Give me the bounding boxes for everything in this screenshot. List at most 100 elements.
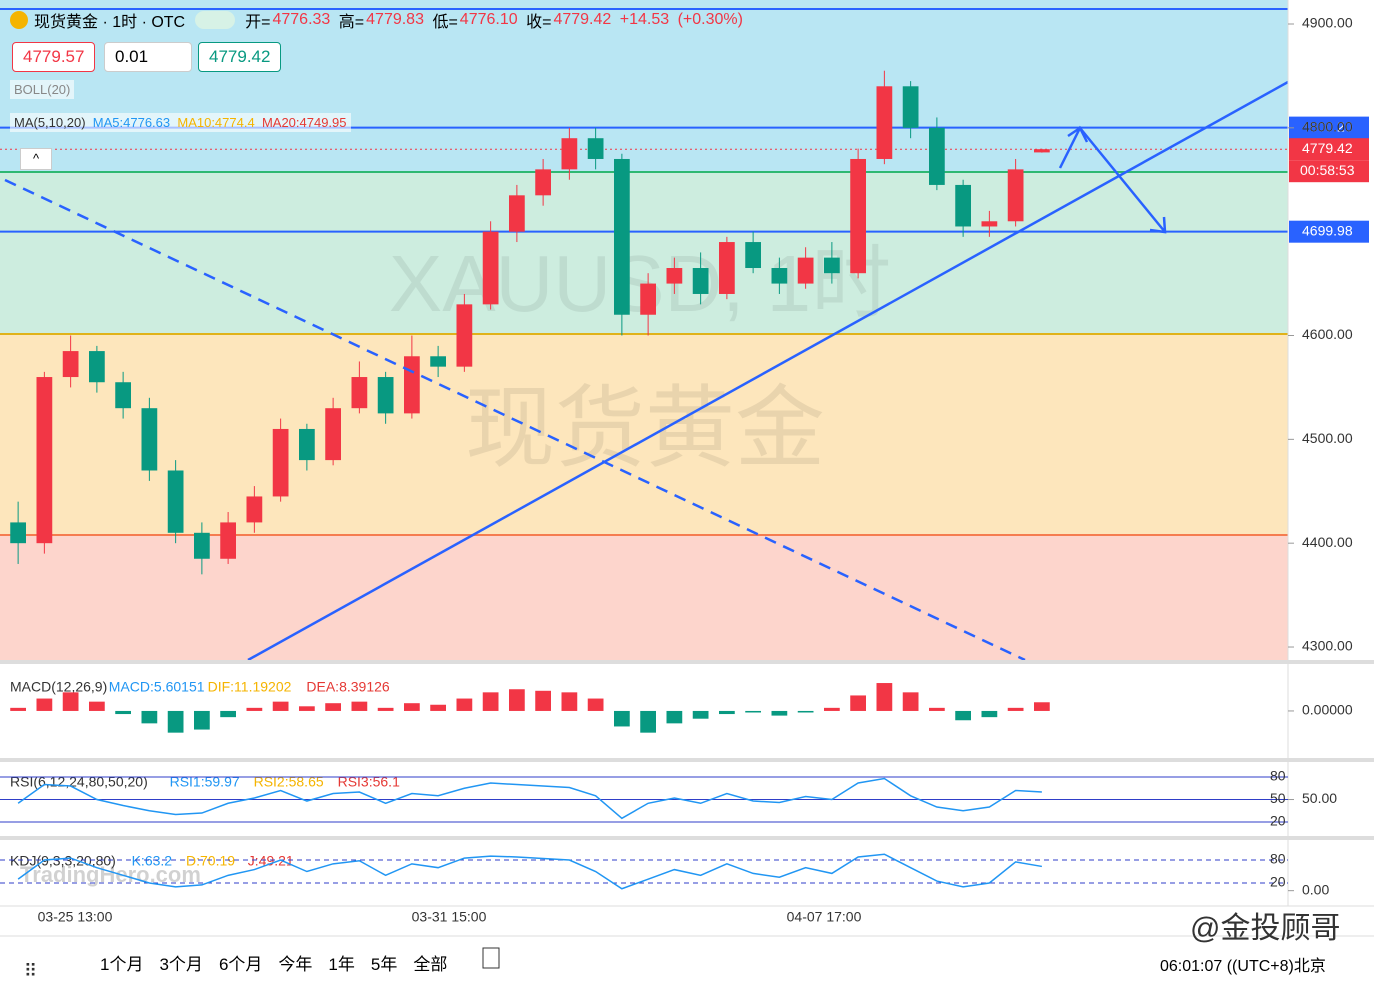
clock: 06:01:07 ((UTC+8)北京 <box>1160 958 1326 975</box>
replay-icon[interactable] <box>482 947 500 969</box>
countdown: 00:58:53 <box>1300 162 1355 178</box>
ma5: MA5:4776.63 <box>92 115 171 130</box>
candle-body <box>430 356 446 367</box>
histogram-bar <box>797 710 814 713</box>
candle-body <box>62 351 79 378</box>
ohlc-value: 4779.42 <box>553 11 612 28</box>
histogram-bar <box>10 707 26 711</box>
candle-body <box>141 408 158 471</box>
histogram-bar <box>535 690 551 711</box>
candle-body <box>850 158 866 274</box>
indicator-value: J:49.21 <box>248 853 294 869</box>
histogram-bar <box>929 707 945 711</box>
range-button[interactable]: 全部 <box>413 955 448 974</box>
symbol[interactable]: 现货黄金 · 1时 · OTC <box>34 14 186 31</box>
change: +14.53 <box>619 11 670 28</box>
price-tag-label: 4800.20 <box>1302 118 1353 134</box>
candle-body <box>482 231 499 305</box>
candle-body <box>115 382 131 409</box>
histogram-bar <box>745 710 761 713</box>
candle-body <box>509 195 525 232</box>
range-button[interactable]: 5年 <box>370 955 398 974</box>
ma-name: MA(5,10,20) <box>14 115 86 130</box>
candle-body <box>587 138 604 159</box>
menu-icon[interactable]: ⠿ <box>24 961 37 981</box>
histogram-bar <box>220 710 236 718</box>
x-tick-label: 03-31 15:00 <box>412 909 487 925</box>
histogram-bar <box>167 710 184 733</box>
y-tick-label: 4800.00 <box>1302 119 1353 135</box>
range-bar: 1个月 3个月 6个月 今年 1年 5年 全部 <box>100 950 447 975</box>
range-button[interactable]: 1年 <box>328 955 355 974</box>
x-tick-label: 03-25 13:00 <box>38 909 113 925</box>
histogram-bar <box>351 701 368 711</box>
trend-line-dashed <box>4 178 1026 662</box>
candle-body <box>771 268 788 284</box>
candle-body <box>36 377 53 544</box>
candle-body <box>876 86 893 159</box>
y-tick-label: 4300.00 <box>1302 638 1353 654</box>
histogram-bar <box>325 703 341 711</box>
histogram-bar <box>246 707 263 711</box>
candle-body <box>561 138 578 170</box>
range-button[interactable]: 今年 <box>278 955 313 974</box>
histogram-bar <box>640 710 656 733</box>
histogram-bar <box>902 692 919 711</box>
candle-body <box>1007 169 1024 222</box>
candle-body <box>404 356 420 414</box>
countdown-tag <box>1289 160 1369 183</box>
range-button[interactable]: 3个月 <box>159 955 203 974</box>
candle-body <box>1034 149 1050 153</box>
ohlc-label: 开= <box>245 14 271 31</box>
indicator-value: MACD:5.60151 <box>109 679 205 695</box>
ohlc-label: 收= <box>526 14 552 31</box>
sell-button[interactable]: 4779.57 <box>12 42 96 72</box>
arrow-head <box>1067 126 1089 143</box>
zone-red <box>0 535 1288 662</box>
band-label: 50 <box>1270 790 1286 806</box>
candle-body <box>456 304 473 367</box>
candle-body <box>666 268 683 284</box>
indicator-value: DEA:8.39126 <box>306 679 389 695</box>
author-watermark: @金投顾哥 <box>1190 912 1340 945</box>
histogram-bar <box>771 710 788 716</box>
ohlc-label: 低= <box>432 14 458 31</box>
indicator-label: MA(5,10,20) MA5:4776.63 MA10:4774.4 MA20… <box>10 113 351 132</box>
histogram-bar <box>62 692 79 711</box>
ohlc-value: 4776.33 <box>272 11 331 28</box>
candle-body <box>325 408 341 461</box>
quantity[interactable]: 0.01 <box>104 42 192 72</box>
band-label: 20 <box>1270 874 1286 890</box>
histogram-bar <box>692 710 709 719</box>
candle-body <box>89 351 105 383</box>
watermark: XAUUSD, 1时 <box>389 239 891 328</box>
histogram-bar <box>430 704 446 711</box>
indicator-label: BOLL(20) <box>10 80 75 99</box>
collapse-button[interactable]: ^ <box>20 148 52 170</box>
indicator-value: RSI1:59.97 <box>170 774 240 790</box>
range-button[interactable]: 6个月 <box>218 955 263 974</box>
candle-body <box>929 127 945 185</box>
candle-body <box>981 221 998 227</box>
y-tick-label: 0.00 <box>1302 881 1329 897</box>
watermark: 现货黄金 <box>465 379 825 479</box>
status-badge <box>195 11 236 29</box>
candle-body <box>220 522 236 559</box>
x-tick-label: 04-07 17:00 <box>787 909 862 925</box>
candle-body <box>745 242 761 269</box>
candle-body <box>535 169 551 196</box>
indicator-value: DIF:11.19202 <box>208 679 292 695</box>
range-button[interactable]: 1个月 <box>100 955 144 974</box>
candle-body <box>351 377 368 409</box>
price-tag <box>1289 138 1369 161</box>
histogram-bar <box>981 710 998 718</box>
indicator-value: RSI3:56.1 <box>338 774 400 790</box>
candle-body <box>272 428 289 497</box>
price-tag <box>1289 116 1369 139</box>
histogram-bar <box>482 692 499 711</box>
candle-body <box>246 496 263 523</box>
buy-button[interactable]: 4779.42 <box>198 42 282 72</box>
histogram-bar <box>1007 707 1024 711</box>
indicator-name: MACD(12,26,9) <box>10 679 107 695</box>
